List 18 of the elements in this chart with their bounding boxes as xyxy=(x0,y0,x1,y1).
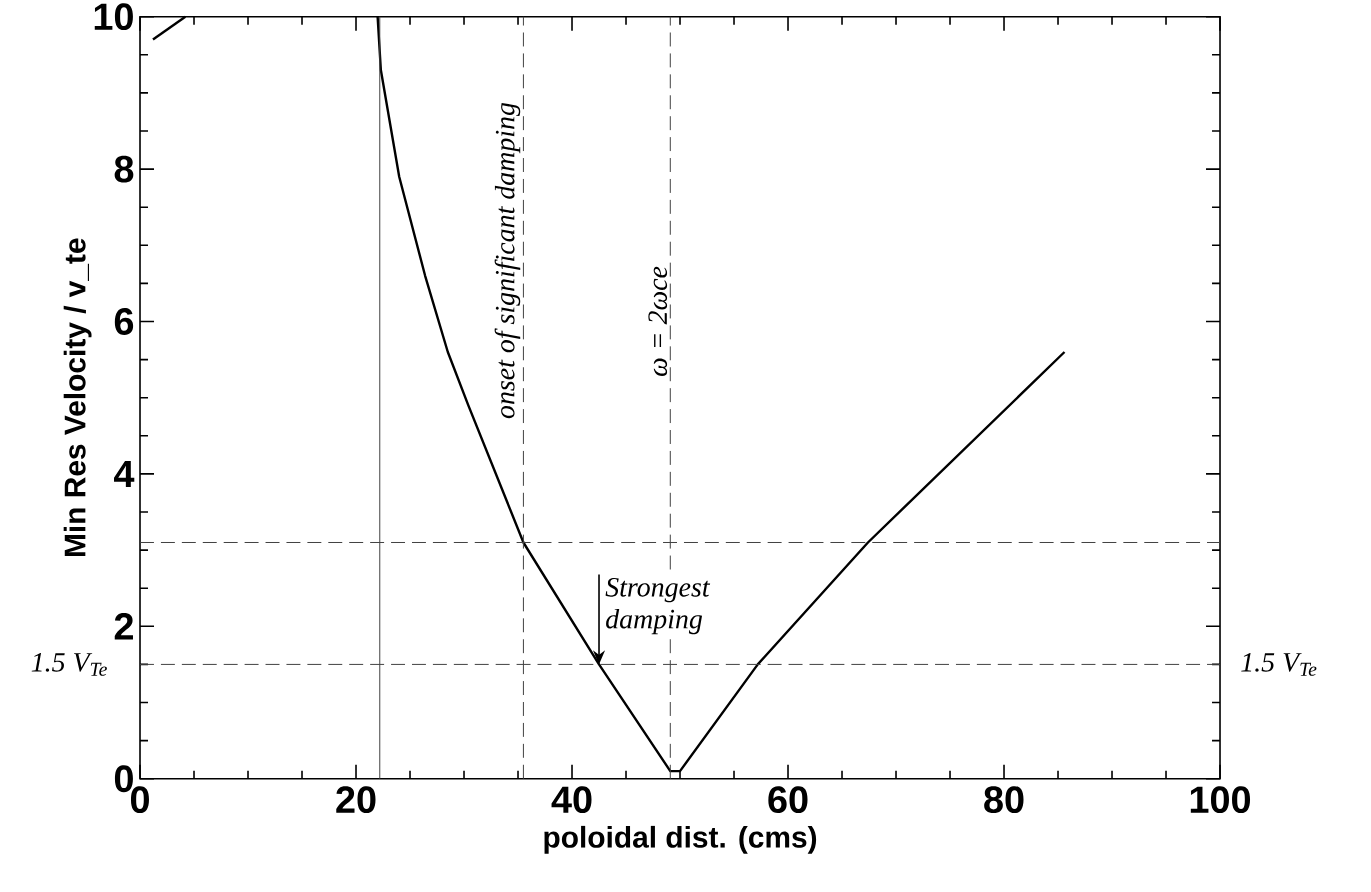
annotation: 1.5 V$_{Te}$ xyxy=(1241,653,1317,676)
x-tick-label: 40 xyxy=(551,786,592,814)
x-tick-label: 60 xyxy=(768,786,808,814)
y-tick-label: 10 xyxy=(94,3,133,31)
x-tick-label: 100 xyxy=(1190,786,1251,814)
y-tick-label: 4 xyxy=(114,461,135,488)
x-tick-label: 80 xyxy=(984,786,1024,814)
ref-line-label: 1.5 V$_{Te}$ xyxy=(31,653,107,676)
y-tick-label: 2 xyxy=(114,613,133,640)
y-tick-label: 0 xyxy=(114,765,133,793)
y-tick-label: 8 xyxy=(114,155,134,183)
y-tick-label: 6 xyxy=(114,308,134,336)
annotation: ω = 2ωce xyxy=(648,266,668,377)
y-axis-title: Min Res Velocity / v_te xyxy=(63,238,92,557)
x-axis-title: poloidal dist. (cms) xyxy=(544,826,817,854)
annotation: Strongest damping xyxy=(605,578,711,635)
x-tick-label: 20 xyxy=(336,786,376,814)
ref-line-label: onset of significant damping xyxy=(494,103,521,419)
